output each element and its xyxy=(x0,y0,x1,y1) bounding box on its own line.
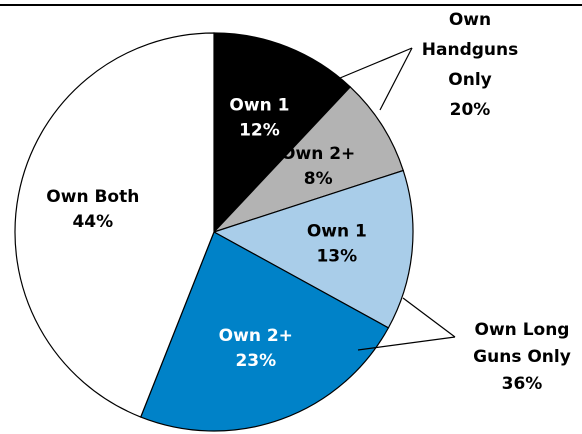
slice-label: Own Both xyxy=(46,187,139,207)
slice-value: 44% xyxy=(72,212,113,232)
pie-slice xyxy=(212,169,414,329)
slice-label: Own 1 xyxy=(307,222,367,242)
group-connector xyxy=(339,47,413,79)
pie-slice xyxy=(14,32,215,418)
group-label: Only xyxy=(448,70,491,90)
group-value: 36% xyxy=(502,374,543,394)
group-label: Own Long xyxy=(475,320,570,340)
group-connector xyxy=(379,47,413,111)
pie-slice xyxy=(213,86,405,233)
group-label: Own xyxy=(449,10,491,30)
pie-slice xyxy=(213,32,352,234)
pie-slice xyxy=(139,231,390,432)
slice-value: 12% xyxy=(239,120,280,140)
group-label: Handguns xyxy=(422,40,518,60)
slice-value: 23% xyxy=(235,351,276,371)
group-value: 20% xyxy=(450,100,491,120)
group-connector xyxy=(402,297,456,338)
group-connector xyxy=(357,336,456,351)
slice-label: Own 1 xyxy=(229,95,289,115)
slice-value: 13% xyxy=(316,247,357,267)
slice-value: 8% xyxy=(304,169,333,189)
slice-label: Own 2+ xyxy=(281,144,355,164)
group-label: Guns Only xyxy=(473,347,571,367)
slice-label: Own 2+ xyxy=(219,326,293,346)
